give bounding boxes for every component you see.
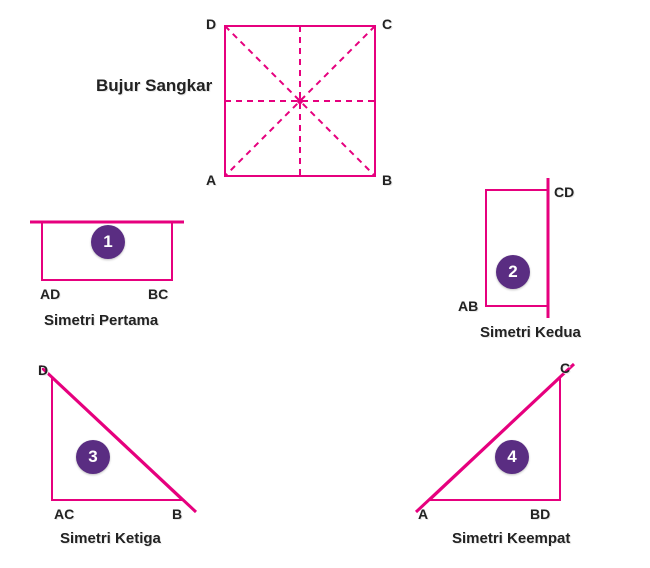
p3-label-d: D	[38, 362, 48, 378]
badge-1: 1	[91, 225, 125, 259]
badge-4: 4	[495, 440, 529, 474]
caption-3: Simetri Ketiga	[60, 530, 161, 547]
p2-label-ab: AB	[458, 298, 478, 314]
p3-label-b: B	[172, 506, 182, 522]
diagram-stage: { "colors": { "stroke": "#e6007e", "badg…	[0, 0, 650, 568]
caption-1: Simetri Pertama	[44, 312, 158, 329]
p4-label-a: A	[418, 506, 428, 522]
p1-label-ad: AD	[40, 286, 60, 302]
panels-svg	[0, 0, 650, 568]
p2-label-cd: CD	[554, 184, 574, 200]
p3-label-ac: AC	[54, 506, 74, 522]
p4-label-c: C	[560, 360, 570, 376]
caption-2: Simetri Kedua	[480, 324, 581, 341]
caption-4: Simetri Keempat	[452, 530, 570, 547]
p1-label-bc: BC	[148, 286, 168, 302]
p4-label-bd: BD	[530, 506, 550, 522]
badge-2: 2	[496, 255, 530, 289]
badge-3: 3	[76, 440, 110, 474]
